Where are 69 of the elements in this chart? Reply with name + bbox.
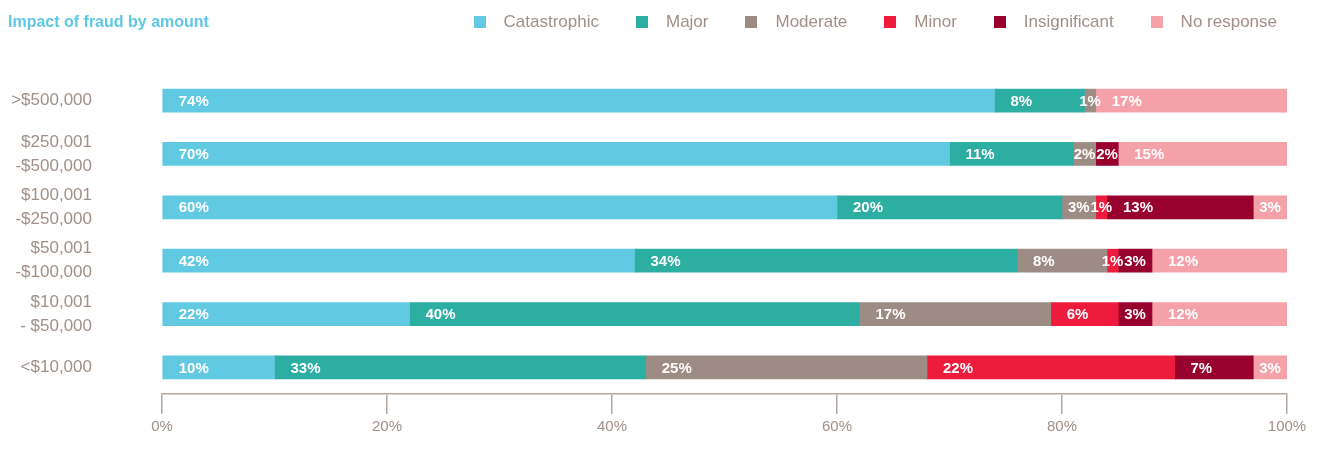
bar bbox=[162, 302, 410, 326]
data-label: 2% bbox=[1096, 145, 1118, 163]
data-label: 70% bbox=[178, 145, 209, 163]
data-label: 7% bbox=[1190, 358, 1213, 376]
x-tick-label: 0% bbox=[151, 417, 173, 435]
y-tick-label: $250,001 -$500,000 bbox=[15, 131, 92, 175]
bar bbox=[162, 142, 950, 166]
y-tick-label: >$500,000 bbox=[11, 90, 92, 110]
y-tick-label: $100,001 -$250,000 bbox=[15, 185, 92, 228]
bar bbox=[645, 355, 928, 380]
bar bbox=[1050, 302, 1119, 326]
legend-label: Minor bbox=[914, 12, 957, 32]
bar bbox=[836, 195, 1063, 220]
bar bbox=[859, 302, 1052, 326]
data-label: 8% bbox=[1033, 251, 1055, 269]
y-tick-label: $10,001 - $50,000 bbox=[20, 291, 92, 335]
data-label: 20% bbox=[853, 198, 884, 216]
data-label: 12% bbox=[1168, 305, 1199, 323]
data-label: 74% bbox=[178, 91, 209, 109]
bar bbox=[274, 355, 647, 380]
legend-label: No response bbox=[1180, 12, 1277, 32]
data-label: 25% bbox=[661, 358, 692, 376]
bar bbox=[162, 248, 635, 273]
data-label: 17% bbox=[875, 305, 906, 323]
bar bbox=[162, 195, 838, 220]
data-label: 3% bbox=[1124, 305, 1146, 323]
data-label: 42% bbox=[178, 251, 209, 269]
data-label: 13% bbox=[1123, 198, 1154, 216]
data-label: 15% bbox=[1134, 145, 1165, 163]
data-label: 3% bbox=[1259, 198, 1281, 216]
bar bbox=[634, 248, 1018, 273]
legend-label: Moderate bbox=[775, 12, 848, 32]
bar bbox=[949, 142, 1074, 166]
x-tick-label: 80% bbox=[1046, 417, 1078, 435]
x-tick-label: 60% bbox=[821, 417, 853, 435]
bar bbox=[1151, 248, 1287, 273]
legend-label: Catastrophic bbox=[503, 12, 599, 32]
legend-label: Insignificant bbox=[1023, 12, 1114, 32]
data-label: 8% bbox=[1010, 91, 1033, 109]
x-tick-label: 100% bbox=[1267, 417, 1307, 435]
bar bbox=[1151, 302, 1287, 326]
y-tick-label: <$10,000 bbox=[20, 357, 92, 377]
y-tick-label: $50,001 -$100,000 bbox=[15, 238, 92, 282]
data-label: 10% bbox=[178, 358, 209, 376]
x-tick-label: 20% bbox=[371, 417, 403, 435]
legend-label: Major bbox=[665, 12, 709, 32]
data-label: 12% bbox=[1168, 251, 1199, 269]
data-label: 1% bbox=[1101, 251, 1124, 269]
bar bbox=[162, 355, 275, 380]
data-label: 60% bbox=[178, 198, 209, 216]
data-label: 3% bbox=[1259, 358, 1281, 376]
bar bbox=[162, 88, 995, 113]
data-label: 34% bbox=[650, 251, 681, 269]
data-label: 3% bbox=[1124, 251, 1146, 269]
chart-title: Impact of fraud by amount bbox=[8, 13, 209, 31]
data-label: 1% bbox=[1090, 198, 1113, 216]
bar bbox=[409, 302, 860, 326]
data-label: 22% bbox=[178, 305, 209, 323]
data-label: 2% bbox=[1073, 145, 1096, 163]
x-tick-label: 40% bbox=[596, 417, 628, 435]
data-label: 17% bbox=[1111, 91, 1142, 109]
bar bbox=[926, 355, 1175, 380]
data-label: 3% bbox=[1068, 198, 1090, 216]
bar bbox=[1117, 142, 1287, 166]
data-label: 40% bbox=[425, 305, 456, 323]
data-label: 22% bbox=[943, 358, 974, 376]
data-label: 33% bbox=[290, 358, 321, 376]
data-label: 6% bbox=[1066, 305, 1089, 323]
data-label: 11% bbox=[965, 145, 995, 163]
